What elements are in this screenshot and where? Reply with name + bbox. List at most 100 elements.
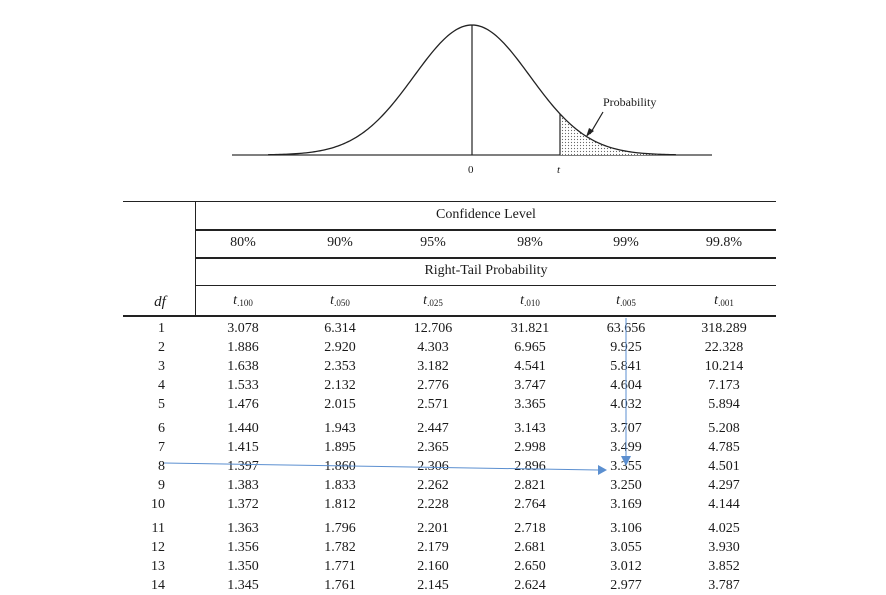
table-cell: 2.998 (514, 440, 546, 455)
confidence-level-5: 99.8% (705, 235, 743, 250)
table-cell: 2.447 (417, 421, 449, 436)
table-cell: 6.314 (324, 321, 356, 336)
t-subscript-5: t.001 (714, 293, 734, 308)
df-cell: 6 (158, 421, 165, 436)
table-cell: 9.925 (610, 340, 642, 355)
table-cell: 2.681 (514, 540, 546, 555)
table-cell: 63.656 (606, 321, 646, 336)
table-cell: 2.650 (514, 559, 546, 574)
table-cell: 2.977 (610, 578, 642, 593)
t-subscript-1: t.050 (330, 293, 350, 308)
table-cell: 1.383 (227, 478, 259, 493)
table-cell: 2.262 (417, 478, 449, 493)
df-header: df (154, 294, 166, 310)
df-cell: 14 (151, 578, 165, 593)
table-cell: 1.638 (227, 359, 259, 374)
table-cell: 1.397 (227, 459, 259, 474)
probability-label: Probability (603, 95, 657, 109)
t-label: t (557, 164, 561, 176)
table-cell: 318.289 (701, 321, 747, 336)
table-cell: 1.886 (227, 340, 259, 355)
df-cell: 4 (158, 378, 165, 393)
table-cell: 3.365 (514, 397, 546, 412)
table-cell: 2.228 (417, 497, 449, 512)
table-top-rule (123, 201, 776, 202)
header-bottom-rule (123, 315, 776, 317)
table-cell: 1.943 (324, 421, 356, 436)
table-cell: 2.201 (417, 521, 449, 536)
table-cell: 3.055 (610, 540, 642, 555)
table-cell: 4.501 (708, 459, 740, 474)
table-cell: 4.025 (708, 521, 740, 536)
table-cell: 4.144 (708, 497, 740, 512)
t-subscript-4: t.005 (616, 293, 636, 308)
df-cell: 13 (151, 559, 165, 574)
table-cell: 3.012 (610, 559, 642, 574)
t-subscript-3: t.010 (520, 293, 540, 308)
confidence-level-1: 90% (327, 235, 353, 250)
right-tail-shaded-area (560, 113, 676, 155)
df-cell: 10 (151, 497, 165, 512)
table-cell: 4.604 (610, 378, 642, 393)
table-cell: 2.571 (417, 397, 449, 412)
df-cell: 7 (158, 440, 165, 455)
table-cell: 3.707 (610, 421, 642, 436)
df-cell: 8 (158, 459, 165, 474)
table-cell: 2.821 (514, 478, 546, 493)
df-column-divider (195, 201, 196, 315)
table-cell: 1.782 (324, 540, 356, 555)
zero-label: 0 (468, 164, 474, 176)
table-cell: 5.208 (708, 421, 740, 436)
right-tail-probability-header: Right-Tail Probability (424, 263, 548, 278)
df-cell: 9 (158, 478, 165, 493)
df-cell: 3 (158, 359, 165, 374)
table-cell: 1.761 (324, 578, 356, 593)
table-cell: 4.032 (610, 397, 642, 412)
table-cell: 1.860 (324, 459, 356, 474)
table-cell: 2.306 (417, 459, 449, 474)
table-cell: 3.250 (610, 478, 642, 493)
table-cell: 2.015 (324, 397, 356, 412)
table-cell: 2.776 (417, 378, 449, 393)
table-cell: 4.297 (708, 478, 740, 493)
table-cell: 31.821 (510, 321, 550, 336)
table-cell: 1.796 (324, 521, 356, 536)
table-cell: 1.345 (227, 578, 259, 593)
confidence-level-4: 99% (613, 235, 639, 250)
table-cell: 1.895 (324, 440, 356, 455)
table-cell: 2.718 (514, 521, 546, 536)
table-cell: 1.363 (227, 521, 259, 536)
df-cell: 5 (158, 397, 165, 412)
table-cell: 22.328 (704, 340, 744, 355)
confidence-level-3: 98% (517, 235, 543, 250)
table-cell: 3.787 (708, 578, 740, 593)
df-cell: 12 (151, 540, 165, 555)
table-cell: 2.764 (514, 497, 546, 512)
table-cell: 3.182 (417, 359, 449, 374)
table-cell: 1.415 (227, 440, 259, 455)
table-cell: 3.169 (610, 497, 642, 512)
t-subscript-2: t.025 (423, 293, 443, 308)
t-distribution-figure (232, 24, 712, 156)
table-cell: 4.785 (708, 440, 740, 455)
table-cell: 2.920 (324, 340, 356, 355)
table-cell: 1.833 (324, 478, 356, 493)
table-cell: 3.106 (610, 521, 642, 536)
table-cell: 1.440 (227, 421, 259, 436)
table-cell: 3.078 (227, 321, 259, 336)
table-cell: 3.355 (610, 459, 642, 474)
table-cell: 1.350 (227, 559, 259, 574)
table-cell: 4.303 (417, 340, 449, 355)
table-cell: 1.533 (227, 378, 259, 393)
table-cell: 2.160 (417, 559, 449, 574)
table-cell: 3.143 (514, 421, 546, 436)
table-cell: 10.214 (704, 359, 744, 374)
probability-pointer-head (586, 128, 594, 137)
table-cell: 12.706 (413, 321, 453, 336)
table-cell: 6.965 (514, 340, 546, 355)
table-cell: 3.499 (610, 440, 642, 455)
confidence-rule (196, 229, 776, 231)
table-cell: 1.372 (227, 497, 259, 512)
table-cell: 2.145 (417, 578, 449, 593)
table-cell: 2.132 (324, 378, 356, 393)
